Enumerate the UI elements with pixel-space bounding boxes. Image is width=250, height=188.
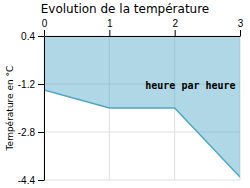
y-tick-label: -1.2	[18, 79, 36, 90]
area	[44, 36, 240, 177]
x-tick: 2	[172, 18, 178, 36]
x-tick-mark	[175, 30, 176, 36]
y-tick-mark	[38, 36, 44, 37]
title: Evolution de la température	[41, 2, 210, 16]
y-tick: -2.8	[18, 127, 44, 138]
x-axis-line	[45, 36, 241, 37]
y-axis-title: Température en °C	[5, 66, 15, 152]
y-axis: -4.4 -2.8 -1.2 0.4	[18, 31, 45, 186]
y-tick-label: 0.4	[21, 31, 35, 42]
y-tick: -1.2	[18, 79, 44, 90]
grid-line	[44, 180, 240, 181]
x-tick-label: 3	[238, 18, 244, 29]
x-tick-mark	[44, 30, 45, 36]
y-tick: -4.4	[18, 175, 44, 186]
x-tick: 0	[42, 18, 48, 36]
y-tick-mark	[38, 132, 44, 133]
plot: 0 1 2 3 -4.4 -2.8 -1.2 0.4 heure par heure	[18, 18, 244, 186]
y-tick-label: -4.4	[18, 175, 36, 186]
x-axis: 0 1 2 3	[42, 18, 244, 37]
y-tick: 0.4	[21, 31, 44, 42]
x-tick: 1	[107, 18, 113, 36]
grid-line	[44, 36, 45, 180]
y-tick-mark	[38, 84, 44, 85]
annotation: heure par heure	[145, 80, 235, 91]
line	[44, 90, 240, 177]
x-tick-label: 2	[172, 18, 178, 29]
x-tick-mark	[109, 30, 110, 36]
x-tick-mark	[240, 30, 241, 36]
marks	[44, 36, 240, 177]
x-tick-label: 0	[42, 18, 48, 29]
y-tick-label: -2.8	[18, 127, 36, 138]
x-tick-label: 1	[107, 18, 113, 29]
x-tick: 3	[238, 18, 244, 36]
chart: 0 1 2 3 -4.4 -2.8 -1.2 0.4 heure par heure Evolut…	[0, 0, 250, 188]
y-tick-mark	[38, 180, 44, 181]
grid	[44, 36, 240, 180]
grid-line	[44, 36, 240, 37]
y-axis-line	[44, 37, 45, 181]
